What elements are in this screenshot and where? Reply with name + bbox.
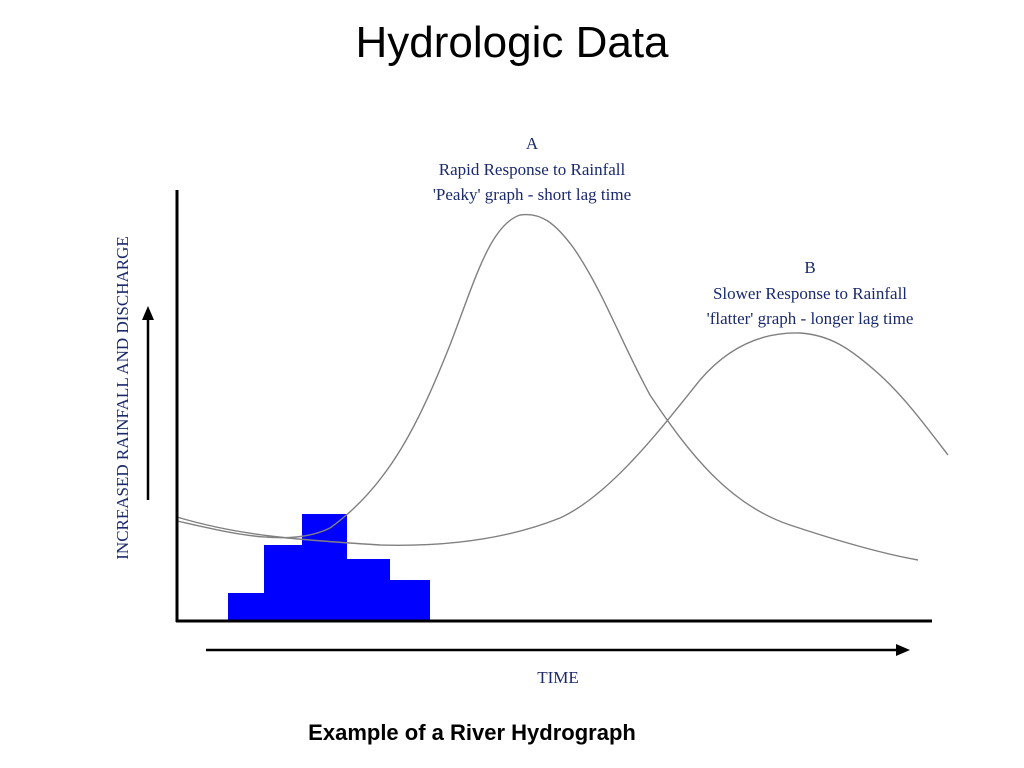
curve-b-title: Slower Response to Rainfall [713,284,907,303]
rainfall-bar [264,545,304,621]
figure-caption: Example of a River Hydrograph [308,720,636,745]
curve-a-title: Rapid Response to Rainfall [439,160,626,179]
rainfall-bar [228,593,266,621]
curve-b-subtitle: 'flatter' graph - longer lag time [707,309,914,328]
curve-b-annotation: B Slower Response to Rainfall 'flatter' … [707,258,914,328]
y-direction-arrow [142,306,154,500]
rainfall-bar [388,580,430,621]
curve-b-letter: B [804,258,815,277]
curve-a-line [176,213,919,561]
rainfall-bar [345,559,390,621]
x-direction-arrow [206,644,910,656]
curve-a-letter: A [526,134,539,153]
rainfall-bar [302,514,347,621]
curve-a-annotation: A Rapid Response to Rainfall 'Peaky' gra… [433,134,631,204]
curve-a-subtitle: 'Peaky' graph - short lag time [433,185,631,204]
x-axis-label: TIME [537,668,579,687]
curve-b-line [176,332,949,546]
rainfall-bars [228,514,430,621]
y-axis-label: INCREASED RAINFALL AND DISCHARGE [113,236,132,559]
slide-title: Hydrologic Data [355,18,669,67]
